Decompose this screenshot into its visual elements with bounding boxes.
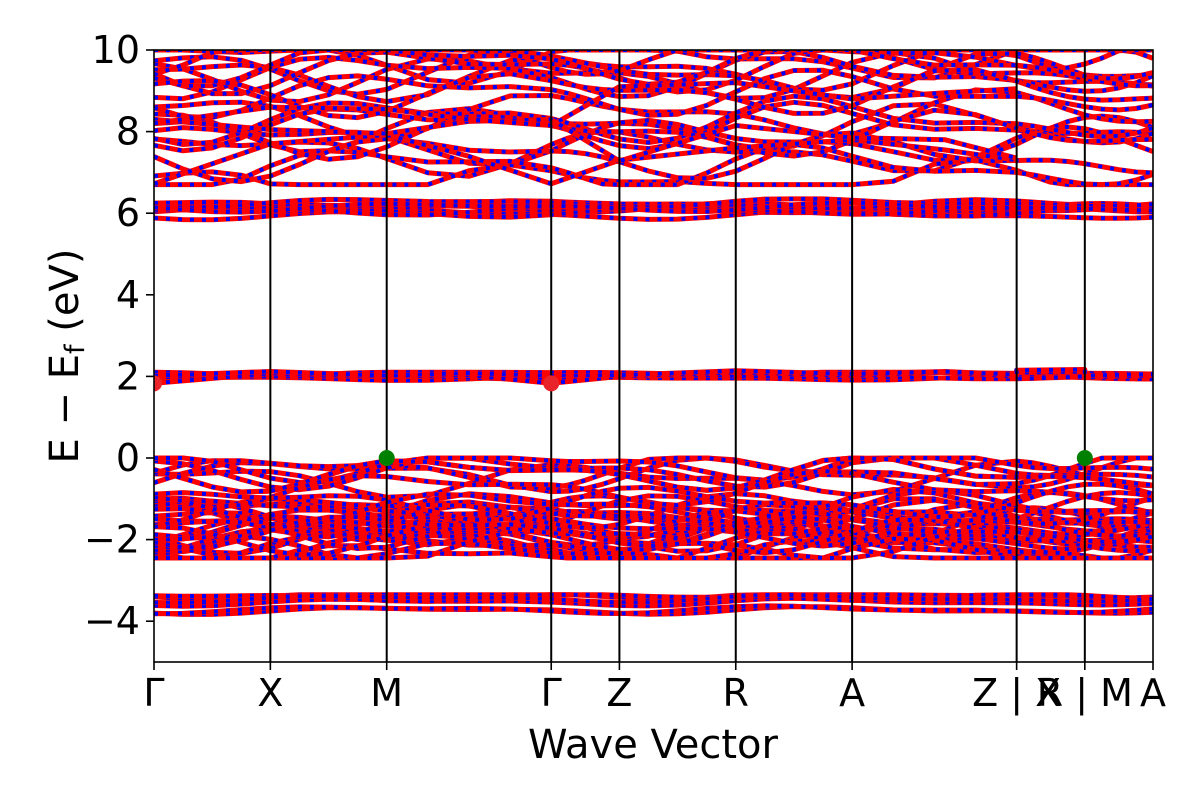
band-line-primary <box>154 116 1018 164</box>
y-axis-title: E − Ef (eV) <box>42 249 91 464</box>
band-line-primary <box>154 200 1153 215</box>
x-tick-label: Z | X <box>972 671 1061 716</box>
band-valence-31 <box>154 481 1153 523</box>
y-tick-label: 6 <box>116 191 140 235</box>
vbm-marker <box>378 450 395 466</box>
band-line-secondary <box>154 487 1153 528</box>
vbm-marker <box>1076 450 1093 466</box>
band-conduction-3-18 <box>154 67 1153 121</box>
band-line-secondary <box>154 50 1153 104</box>
y-axis-title-suffix: (eV) <box>42 249 88 345</box>
x-tick-label: Γ <box>143 671 164 715</box>
band-line-secondary <box>154 132 1017 186</box>
y-axis-title-subscript: f <box>60 343 91 354</box>
band-valence-29 <box>154 455 1153 495</box>
band-line-secondary <box>154 68 1153 120</box>
band-cb3-dispersive-mid <box>154 116 1018 164</box>
band-conduction-2-6 <box>154 196 1153 211</box>
band-valence-32 <box>154 486 1153 529</box>
band-line-secondary <box>154 456 1153 491</box>
x-axis-title: Wave Vector <box>528 722 779 768</box>
band-line-secondary <box>154 482 1153 522</box>
band-conduction-3-13 <box>154 93 1153 147</box>
band-line-primary <box>154 50 1153 105</box>
y-axis-title-prefix: E − E <box>42 354 88 464</box>
band-deep-valence-4 <box>154 592 1153 606</box>
cbm-marker <box>154 375 162 392</box>
x-tick-label: A <box>1140 671 1166 715</box>
band-conduction-2-7 <box>154 200 1153 215</box>
band-conduction-3-14 <box>154 50 1153 89</box>
band-valence-27 <box>154 517 1153 558</box>
x-tick-label: Z <box>606 671 632 715</box>
high-symmetry-lines <box>269 50 1086 662</box>
band-line-secondary <box>154 50 1153 101</box>
band-valence-33 <box>154 509 1153 550</box>
band-conduction-3-4 <box>154 50 1153 105</box>
band-line-secondary <box>154 158 1153 187</box>
y-tick-label: 2 <box>116 354 140 398</box>
y-tick-label: −4 <box>84 599 140 643</box>
extrema-markers <box>154 375 1093 466</box>
y-tick-label: 4 <box>116 273 140 317</box>
band-conduction-3-10 <box>154 157 1153 188</box>
band-conduction-3-16 <box>154 130 1153 185</box>
band-line-secondary <box>154 517 1153 558</box>
band-conduction-3-19 <box>154 107 1153 162</box>
band-line-secondary <box>154 538 1153 560</box>
band-line-secondary <box>154 94 1153 147</box>
band-line-secondary <box>154 130 1153 184</box>
x-tick-label: R <box>723 671 749 715</box>
band-line-primary <box>154 603 1153 617</box>
x-tick-label: Γ <box>541 671 562 715</box>
band-line-secondary <box>154 108 1153 162</box>
band-line-primary <box>154 592 1153 606</box>
plot-frame <box>153 49 1154 663</box>
band-layer <box>154 50 1153 617</box>
band-line-secondary <box>154 455 1153 495</box>
band-line-secondary <box>154 468 1153 510</box>
x-tick-label: R | M <box>1037 671 1133 716</box>
band-line-secondary <box>154 510 1153 550</box>
band-cb3-dispersive-high <box>154 80 1017 128</box>
cbm-marker <box>543 375 560 392</box>
y-tick-label: −2 <box>84 518 140 562</box>
band-line-secondary <box>154 50 1153 88</box>
y-tick-label: 0 <box>116 436 140 480</box>
band-line-secondary <box>154 456 1153 485</box>
x-tick-label: A <box>839 671 865 715</box>
band-cb1-upper <box>154 367 1153 379</box>
band-line-secondary <box>154 459 1153 500</box>
band-line-secondary <box>154 367 1153 378</box>
band-conduction-3-12 <box>154 67 1153 120</box>
x-tick-label: X <box>257 671 283 715</box>
band-line-secondary <box>154 67 1153 120</box>
band-line-secondary <box>154 490 1153 532</box>
band-deep-valence-5 <box>154 603 1153 617</box>
plot-area <box>154 50 1153 662</box>
band-line-secondary <box>154 505 1153 547</box>
band-line-secondary <box>154 50 1153 97</box>
band-line-secondary <box>154 80 1017 128</box>
y-tick-label: 8 <box>116 110 140 154</box>
band-cb3-dispersive-low <box>154 132 1017 187</box>
y-axis-ticks: 10 8 6 4 2 0 −2 −4 <box>84 28 154 643</box>
x-tick-label: M <box>370 671 403 715</box>
band-line-primary <box>154 196 1153 211</box>
y-tick-label: 10 <box>92 28 140 72</box>
